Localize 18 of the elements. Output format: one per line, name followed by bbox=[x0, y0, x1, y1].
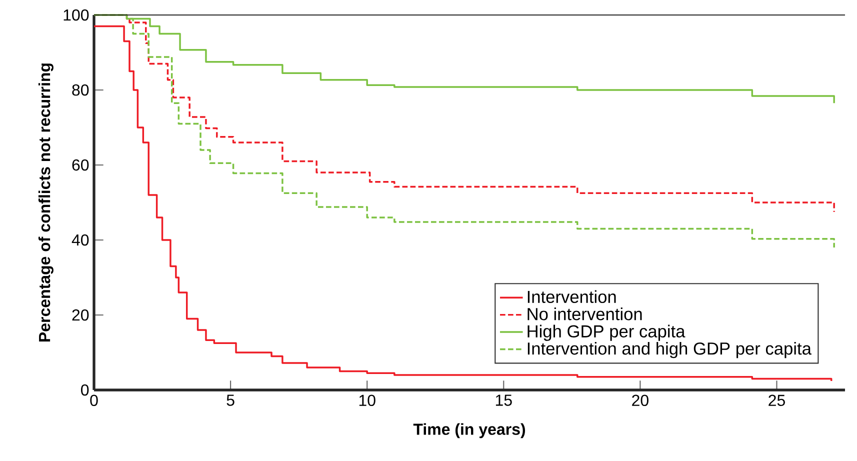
y-tick-label: 20 bbox=[72, 309, 89, 321]
x-axis-title: Time (in years) bbox=[413, 423, 526, 438]
legend-label: Intervention bbox=[528, 290, 616, 304]
y-axis-title: Percentage of conflicts not recurring bbox=[38, 64, 54, 342]
x-tick-label: 15 bbox=[496, 394, 512, 406]
x-tick-label: 20 bbox=[632, 394, 648, 406]
y-tick-label: 0 bbox=[81, 384, 89, 396]
y-tick-label: 100 bbox=[64, 9, 89, 21]
y-tick-label: 40 bbox=[72, 234, 89, 246]
legend-label: High GDP per capita bbox=[528, 324, 686, 341]
x-tick-label: 10 bbox=[359, 394, 376, 406]
x-tick-label: 25 bbox=[768, 394, 785, 406]
legend-label: No intervention bbox=[528, 308, 642, 320]
y-tick-label: 80 bbox=[72, 84, 89, 96]
x-tick-label: 0 bbox=[90, 394, 98, 406]
legend-label: Intervention and high GDP per capita bbox=[528, 342, 812, 358]
x-tick-label: 5 bbox=[226, 394, 234, 406]
y-tick-label: 60 bbox=[72, 159, 89, 171]
